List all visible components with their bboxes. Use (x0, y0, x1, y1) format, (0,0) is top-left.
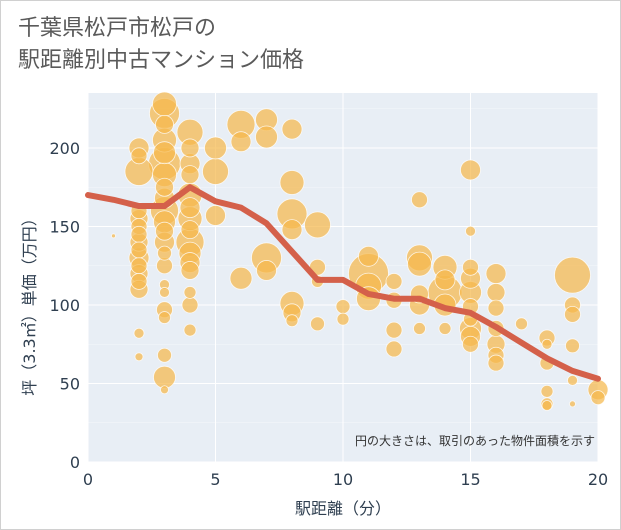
bubble-point (155, 177, 174, 197)
chart-title-line-2: 駅距離別中古マンション価格 (18, 48, 305, 73)
x-tick-label: 5 (210, 470, 220, 489)
bubble-point (462, 258, 479, 276)
y-tick-labels: 0 50 100 150 200 (49, 139, 80, 472)
bubble-point (358, 245, 379, 267)
bubble-point (153, 365, 176, 389)
bubble-point (541, 338, 553, 350)
bubble-point (567, 374, 578, 386)
y-tick-label: 100 (49, 296, 80, 315)
bubble-point (335, 299, 351, 314)
x-tick-label: 0 (83, 470, 93, 489)
bubble-point (183, 323, 197, 337)
bubble-point (130, 147, 148, 165)
bubble-point (133, 327, 145, 339)
bubble-point (179, 197, 201, 219)
bubble-point (134, 352, 144, 362)
x-tick-label: 10 (333, 470, 353, 489)
bubble-point (204, 136, 227, 160)
bubble-point (541, 400, 553, 411)
bubble-point (487, 299, 505, 317)
bubble-point (540, 384, 554, 398)
bubble-point (413, 322, 426, 335)
bubble-point (385, 273, 403, 290)
bubble-point (255, 125, 278, 149)
bubble-point (130, 225, 148, 243)
bubble-point (152, 91, 177, 117)
bubble-point (565, 338, 580, 354)
bubble-point (281, 118, 303, 140)
bubble-point (590, 390, 606, 406)
size-legend-note: 円の大きさは、取引のあった物件面積を示す (355, 433, 595, 448)
bubble-point (229, 266, 253, 290)
x-tick-label: 15 (460, 470, 480, 489)
bubble-point (202, 158, 229, 185)
bubble-point (411, 191, 428, 209)
bubble-point (304, 211, 331, 239)
bubble-point (180, 261, 200, 280)
trend-line (85, 184, 601, 382)
bubble-point (554, 256, 591, 294)
bubble-point (153, 141, 176, 165)
bubble-point (180, 138, 200, 158)
bubble-point (465, 225, 476, 237)
chart-title-line-1: 千葉県松戸市松戸の (18, 16, 217, 41)
bubble-point (111, 233, 116, 239)
bubble-point (486, 283, 506, 302)
bubble-point (485, 263, 507, 284)
bubble-point (407, 251, 432, 277)
bubble-point (256, 260, 277, 281)
bubble-point (130, 241, 148, 259)
y-tick-label: 200 (49, 139, 80, 158)
bubble-point (460, 159, 481, 181)
bubble-point (130, 273, 148, 290)
bubble-point (385, 321, 403, 339)
bubble-point (279, 170, 305, 195)
y-tick-label: 150 (49, 217, 80, 236)
bubble-point (183, 286, 197, 299)
bubble-point (230, 131, 252, 153)
bubble-point (310, 316, 325, 332)
chart-title: 千葉県松戸市松戸の 駅距離別中古マンション価格 (18, 13, 304, 77)
bubble-point (515, 317, 528, 331)
bubble-point (487, 354, 505, 372)
bubble-point (205, 205, 226, 226)
x-tick-label: 20 (588, 470, 608, 489)
bubble-series (111, 91, 609, 411)
bubble-point (336, 312, 350, 326)
y-tick-label: 0 (70, 453, 80, 472)
x-axis-title: 駅距離（分） (295, 499, 391, 518)
y-tick-label: 50 (60, 374, 80, 393)
x-tick-labels: 0 5 10 15 20 (83, 470, 608, 489)
bubble-point (158, 311, 171, 324)
bubble-point (180, 220, 200, 240)
bubble-point (462, 335, 479, 353)
bubble-point (564, 305, 581, 323)
bubble-point (155, 115, 174, 134)
bubble-point (385, 340, 403, 358)
bubble-point (181, 296, 199, 314)
bubble-point (155, 221, 174, 241)
bubble-point (130, 257, 148, 275)
bubble-point (160, 385, 169, 395)
bubble-point (157, 347, 172, 363)
bubble-point (434, 269, 456, 291)
bubble-point (180, 165, 200, 185)
bubble-point (438, 322, 452, 335)
bubble-point (281, 219, 303, 241)
y-axis-title: 坪（3.3㎡）単価（万円） (20, 210, 39, 395)
bubble-point (159, 287, 170, 298)
bubble-point (285, 314, 299, 328)
bubble-point (157, 245, 172, 261)
bubble-point (569, 400, 576, 408)
